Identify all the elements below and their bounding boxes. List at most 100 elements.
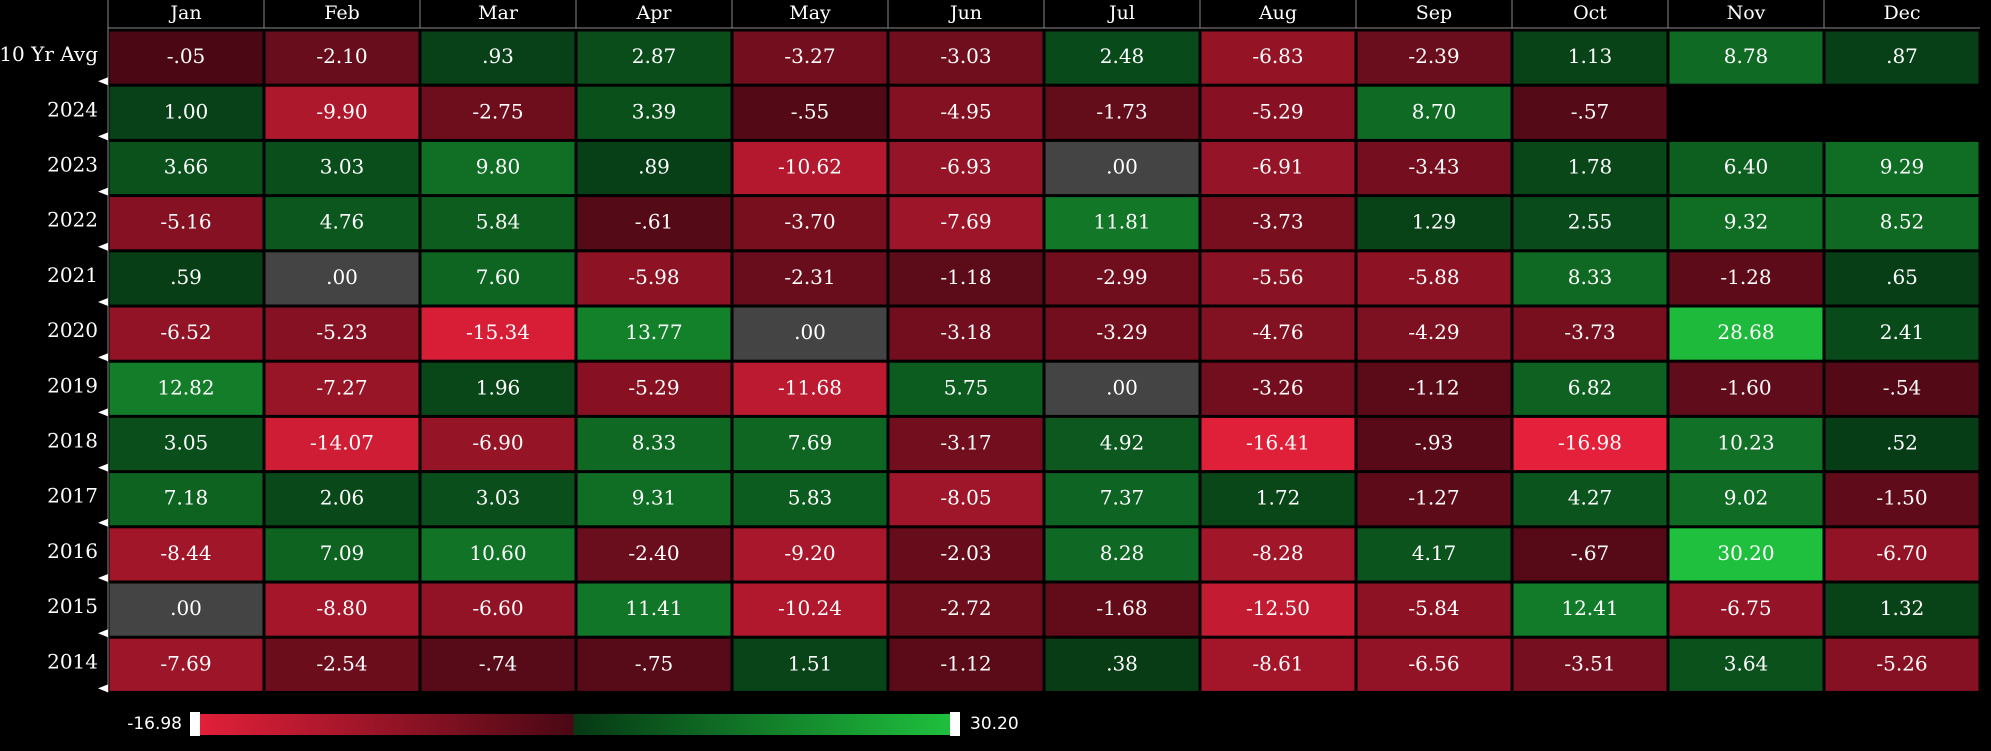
heat-cell <box>888 472 1044 527</box>
legend-bar <box>195 714 952 735</box>
cell-value: -5.88 <box>1408 265 1459 289</box>
heat-cell <box>576 251 732 306</box>
cell-value: -7.69 <box>940 210 991 234</box>
heat-cell <box>108 416 264 472</box>
heat-cell <box>576 416 732 472</box>
heat-cell <box>1044 527 1200 582</box>
column-header: Jan <box>168 2 201 24</box>
heat-cell <box>420 30 576 85</box>
heat-cell <box>264 196 420 251</box>
column-header: May <box>789 2 831 24</box>
row-label: 2018 <box>47 429 98 453</box>
cell-value: -3.27 <box>784 44 835 68</box>
heat-cell <box>1824 582 1980 637</box>
cell-value: -.75 <box>635 651 674 675</box>
cell-value: -16.98 <box>1558 431 1622 455</box>
heat-cell <box>420 361 576 416</box>
heat-cell <box>108 30 264 85</box>
cell-value: -3.29 <box>1096 320 1147 344</box>
heat-cell <box>420 416 576 472</box>
row-marker <box>98 574 108 582</box>
cell-value: -1.68 <box>1096 596 1147 620</box>
heat-cell <box>1356 582 1512 637</box>
cell-value: 9.32 <box>1724 210 1769 234</box>
heat-cell <box>264 30 420 85</box>
heat-cell <box>1200 251 1356 306</box>
heat-cell <box>108 85 264 140</box>
heat-cell <box>1044 306 1200 361</box>
heat-cell <box>1356 637 1512 692</box>
cell-value: 9.02 <box>1724 486 1769 510</box>
heat-cell <box>1044 416 1200 472</box>
heat-cell <box>888 196 1044 251</box>
column-header: Feb <box>324 2 360 24</box>
column-header: Oct <box>1573 2 1607 24</box>
heat-cell <box>888 527 1044 582</box>
cell-value: 7.09 <box>320 541 365 565</box>
cell-value: 3.03 <box>476 486 521 510</box>
cell-value: -.05 <box>167 44 206 68</box>
column-header: Dec <box>1883 2 1920 24</box>
cell-value: -2.72 <box>940 596 991 620</box>
heat-cell <box>1200 416 1356 472</box>
row-marker <box>98 629 108 638</box>
row-marker <box>98 242 108 251</box>
heat-cell <box>1668 527 1824 582</box>
cell-value: 4.92 <box>1100 431 1145 455</box>
cell-value: -10.62 <box>778 155 842 179</box>
cell-value: -6.56 <box>1408 651 1459 675</box>
row-marker <box>98 187 108 196</box>
cell-value: -2.40 <box>628 541 679 565</box>
cell-value: 5.84 <box>476 210 521 234</box>
heat-cell <box>1044 140 1200 196</box>
row-label: 2020 <box>47 318 98 342</box>
heat-cell <box>1356 416 1512 472</box>
cell-value: .00 <box>170 596 202 620</box>
cell-value: -5.56 <box>1252 265 1303 289</box>
heat-cell <box>1200 472 1356 527</box>
heat-cell <box>420 527 576 582</box>
heat-cell <box>576 637 732 692</box>
cell-value: -3.18 <box>940 320 991 344</box>
heat-cell <box>1512 306 1668 361</box>
heat-cell <box>264 582 420 637</box>
heat-cell <box>108 196 264 251</box>
heat-cell <box>1512 196 1668 251</box>
cell-value: 2.87 <box>632 44 677 68</box>
legend-max: 30.20 <box>970 714 1019 734</box>
heat-cell <box>1824 637 1980 692</box>
cell-value: -5.84 <box>1408 596 1459 620</box>
heat-cell <box>1512 416 1668 472</box>
heat-cell <box>108 361 264 416</box>
heat-cell <box>1512 251 1668 306</box>
cell-value: -7.27 <box>316 375 367 399</box>
cell-value: -14.07 <box>310 431 374 455</box>
heat-cell <box>1824 527 1980 582</box>
heat-cell <box>264 85 420 140</box>
cell-value: .87 <box>1886 44 1918 68</box>
cell-value: -6.70 <box>1876 541 1927 565</box>
heat-cell <box>1512 582 1668 637</box>
cell-value: 5.83 <box>788 486 833 510</box>
column-header: Nov <box>1727 2 1766 24</box>
cell-value: .38 <box>1106 651 1138 675</box>
heat-cell <box>1824 416 1980 472</box>
cell-value: -.74 <box>479 651 518 675</box>
row-label: 2016 <box>47 539 98 563</box>
cell-value: -8.44 <box>160 541 211 565</box>
cell-value: 4.76 <box>320 210 365 234</box>
cell-value: -4.29 <box>1408 320 1459 344</box>
cell-value: -6.93 <box>940 155 991 179</box>
cell-value: 5.75 <box>944 375 989 399</box>
heat-cell <box>264 251 420 306</box>
cell-value: -9.90 <box>316 99 367 123</box>
cell-value: -16.41 <box>1246 431 1310 455</box>
column-header: Apr <box>636 2 673 24</box>
heat-cell <box>732 582 888 637</box>
cell-value: 3.39 <box>632 99 677 123</box>
cell-value: 28.68 <box>1717 320 1774 344</box>
cell-value: 9.31 <box>632 486 677 510</box>
cell-value: -.57 <box>1571 99 1610 123</box>
cell-value: 3.05 <box>164 431 209 455</box>
